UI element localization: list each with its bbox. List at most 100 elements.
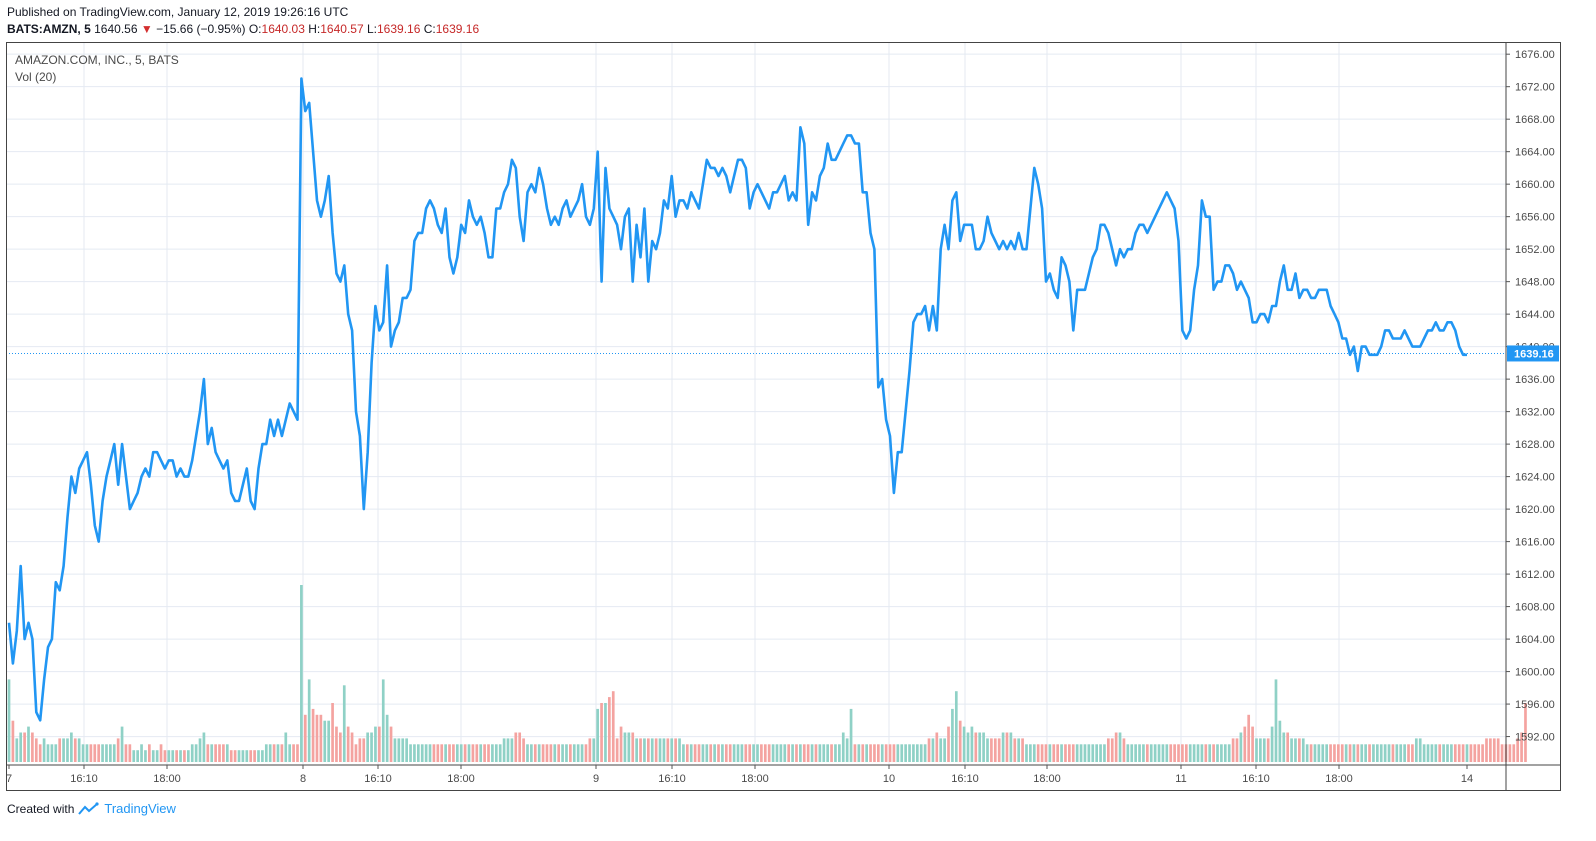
volume-bar	[1317, 744, 1321, 762]
volume-bar	[1025, 744, 1028, 762]
volume-bar	[467, 744, 471, 762]
volume-bar	[498, 744, 502, 762]
volume-bar	[370, 732, 373, 762]
volume-bar	[1492, 738, 1496, 762]
volume-bar	[1395, 744, 1399, 762]
volume-bar	[1469, 744, 1473, 762]
volume-bar	[1145, 744, 1149, 762]
volume-bar	[549, 744, 553, 762]
volume-bar	[401, 738, 405, 762]
volume-bar	[572, 744, 576, 762]
volume-bar	[997, 738, 1001, 762]
volume-bar	[300, 585, 303, 762]
volume-bar	[1173, 744, 1176, 762]
volume-bar	[643, 738, 646, 762]
volume-bar	[1212, 744, 1215, 762]
volume-bar	[760, 744, 763, 762]
volume-bar	[1095, 744, 1098, 762]
volume-bar	[736, 744, 740, 762]
volume-bar	[335, 726, 338, 762]
volume-bar	[1278, 720, 1282, 762]
open-label: O:	[248, 22, 262, 36]
volume-bar	[627, 732, 631, 762]
volume-bar	[1204, 744, 1208, 762]
volume-bar	[222, 744, 225, 762]
chart-frame	[6, 42, 1561, 791]
volume-bar	[1508, 744, 1512, 762]
volume-bar	[54, 744, 58, 762]
volume-bar	[416, 744, 420, 762]
volume-bar	[1118, 732, 1122, 762]
volume-bar	[557, 744, 561, 762]
volume-bar	[993, 738, 997, 762]
price-line	[7, 77, 1467, 722]
volume-bar	[50, 744, 54, 762]
volume-bar	[604, 703, 607, 762]
volume-bar	[857, 744, 861, 762]
volume-bar	[23, 732, 26, 762]
volume-bar	[1422, 744, 1426, 762]
volume-bar	[385, 714, 389, 762]
volume-bar	[748, 744, 752, 762]
volume-bar	[475, 744, 479, 762]
y-tick-label: 1656.00	[1515, 212, 1555, 224]
volume-bar	[1044, 744, 1048, 762]
volume-bar	[120, 726, 124, 762]
price-axis[interactable]: 1676.00 1672.00 1668.00 1664.00 1660.00 1656.…	[1506, 49, 1559, 744]
volume-bar	[728, 744, 732, 762]
volume-bar	[611, 691, 615, 762]
volume-bar	[459, 744, 463, 762]
volume-bar	[46, 744, 50, 762]
volume-bar	[771, 744, 775, 762]
volume-bar	[190, 744, 194, 762]
volume-bar	[526, 744, 529, 762]
volume-bar	[580, 744, 584, 762]
volume-bar	[62, 738, 65, 762]
tradingview-logo-icon[interactable]	[78, 801, 100, 816]
volume-bar	[900, 744, 904, 762]
volume-bar	[1029, 744, 1032, 762]
volume-bar	[34, 738, 38, 762]
volume-bar	[101, 744, 104, 762]
volume-bar	[904, 744, 907, 762]
volume-bar	[1442, 744, 1445, 762]
high-label: H:	[308, 22, 321, 36]
volume-bar	[1099, 744, 1102, 762]
volume-bar	[7, 679, 11, 762]
y-tick-label: 1600.00	[1515, 667, 1555, 679]
volume-bar	[510, 738, 514, 762]
volume-bar	[1036, 744, 1040, 762]
volume-bar	[1524, 703, 1527, 762]
volume-bar	[93, 744, 97, 762]
y-tick-label: 1624.00	[1515, 472, 1555, 484]
volume-bar	[853, 744, 857, 762]
volume-bar	[1087, 744, 1091, 762]
volume-bar	[1161, 744, 1165, 762]
volume-bar	[791, 744, 794, 762]
volume-bar	[1126, 744, 1130, 762]
volume-bar	[1446, 744, 1449, 762]
volume-bar	[561, 744, 564, 762]
y-tick-label: 1652.00	[1515, 244, 1555, 256]
volume-bar	[974, 732, 978, 762]
volume-bar	[58, 738, 62, 762]
volume-bar	[342, 685, 346, 762]
outer-frame	[6, 42, 1561, 791]
volume-bar	[947, 726, 950, 762]
volume-bar	[1208, 744, 1212, 762]
ohlc-bar: BATS:AMZN, 5 1640.56 ▼ −15.66 (−0.95%) O…	[7, 22, 479, 36]
time-axis[interactable]: 7 16:10 18:00 8 16:10 18:00 9 16:10 18:00 10 16:10…	[6, 765, 1473, 785]
volume-bar	[662, 738, 666, 762]
volume-bar	[229, 750, 233, 762]
volume-bar	[11, 720, 15, 762]
volume-bar	[1411, 744, 1414, 762]
volume-bar	[175, 750, 178, 762]
volume-bar	[479, 744, 483, 762]
volume-bar	[927, 738, 931, 762]
volume-bar	[463, 744, 467, 762]
volume-bar	[233, 750, 237, 762]
volume-bar	[756, 744, 759, 762]
volume-bar	[1305, 744, 1309, 762]
tradingview-brand[interactable]: TradingView	[104, 801, 176, 816]
